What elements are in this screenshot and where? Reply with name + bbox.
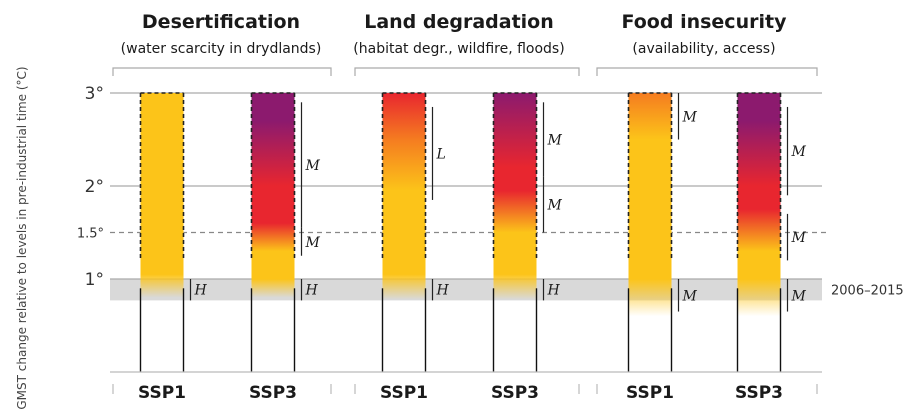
y-axis-ticks: 1° 1.5° 2° 3°	[77, 84, 104, 290]
group-brackets	[112, 67, 818, 76]
confidence-label: H	[436, 283, 450, 299]
reference-band-label: 2006–2015	[831, 284, 904, 299]
confidence-label: L	[436, 146, 446, 162]
confidence-label: H	[547, 283, 561, 299]
group-title: Desertification	[142, 11, 300, 33]
confidence-label: H	[305, 283, 319, 299]
confidence-label: M	[682, 288, 698, 304]
x-axis-ticks: SSP1 SSP3 SSP1 SSP3 SSP1 SSP3	[138, 383, 783, 403]
group-subtitle: (availability, access)	[632, 41, 775, 57]
bar-outline	[250, 92, 296, 261]
bar-outline	[139, 92, 185, 261]
confidence-label: H	[194, 283, 208, 299]
group-subtitle: (habitat degr., wildfire, floods)	[353, 41, 564, 57]
group-title: Food insecurity	[622, 11, 788, 33]
bar-outline	[381, 92, 427, 261]
confidence-label: M	[682, 109, 698, 125]
x-tick-label: SSP1	[626, 383, 674, 403]
confidence-label: M	[305, 158, 321, 174]
bar-outline	[736, 92, 782, 261]
confidence-label: M	[791, 230, 807, 246]
gridlines	[110, 92, 830, 280]
bars	[139, 92, 782, 372]
bar-fill	[382, 93, 426, 372]
confidence-label: M	[547, 133, 563, 149]
x-tick-label: SSP3	[491, 383, 539, 403]
group-separators	[112, 384, 818, 394]
x-tick-label: SSP1	[138, 383, 186, 403]
group-title: Land degradation	[364, 11, 554, 33]
y-tick-label: 1.5°	[77, 227, 104, 242]
confidence-label: M	[305, 235, 321, 251]
x-tick-label: SSP3	[735, 383, 783, 403]
y-tick-label: 2°	[85, 177, 104, 197]
bar-fill	[140, 93, 184, 372]
bar-fill	[251, 93, 295, 372]
y-tick-label: 3°	[85, 84, 104, 104]
confidence-label: M	[791, 288, 807, 304]
reference-band	[110, 279, 822, 301]
bar-fill	[737, 93, 781, 372]
confidence-label: M	[791, 144, 807, 160]
group-subtitle: (water scarcity in drydlands)	[121, 41, 322, 57]
bar-outline	[492, 92, 538, 261]
bar-fill	[628, 93, 672, 372]
x-tick-label: SSP1	[380, 383, 428, 403]
bar-outline	[627, 92, 673, 261]
confidence-levels: H H M M H L H M M M M M M M	[189, 93, 807, 312]
y-tick-label: 1°	[85, 270, 104, 290]
x-tick-label: SSP3	[249, 383, 297, 403]
confidence-label: M	[547, 198, 563, 214]
y-axis-label: GMST change relative to levels in pre-in…	[15, 66, 29, 409]
bar-fill	[493, 93, 537, 372]
